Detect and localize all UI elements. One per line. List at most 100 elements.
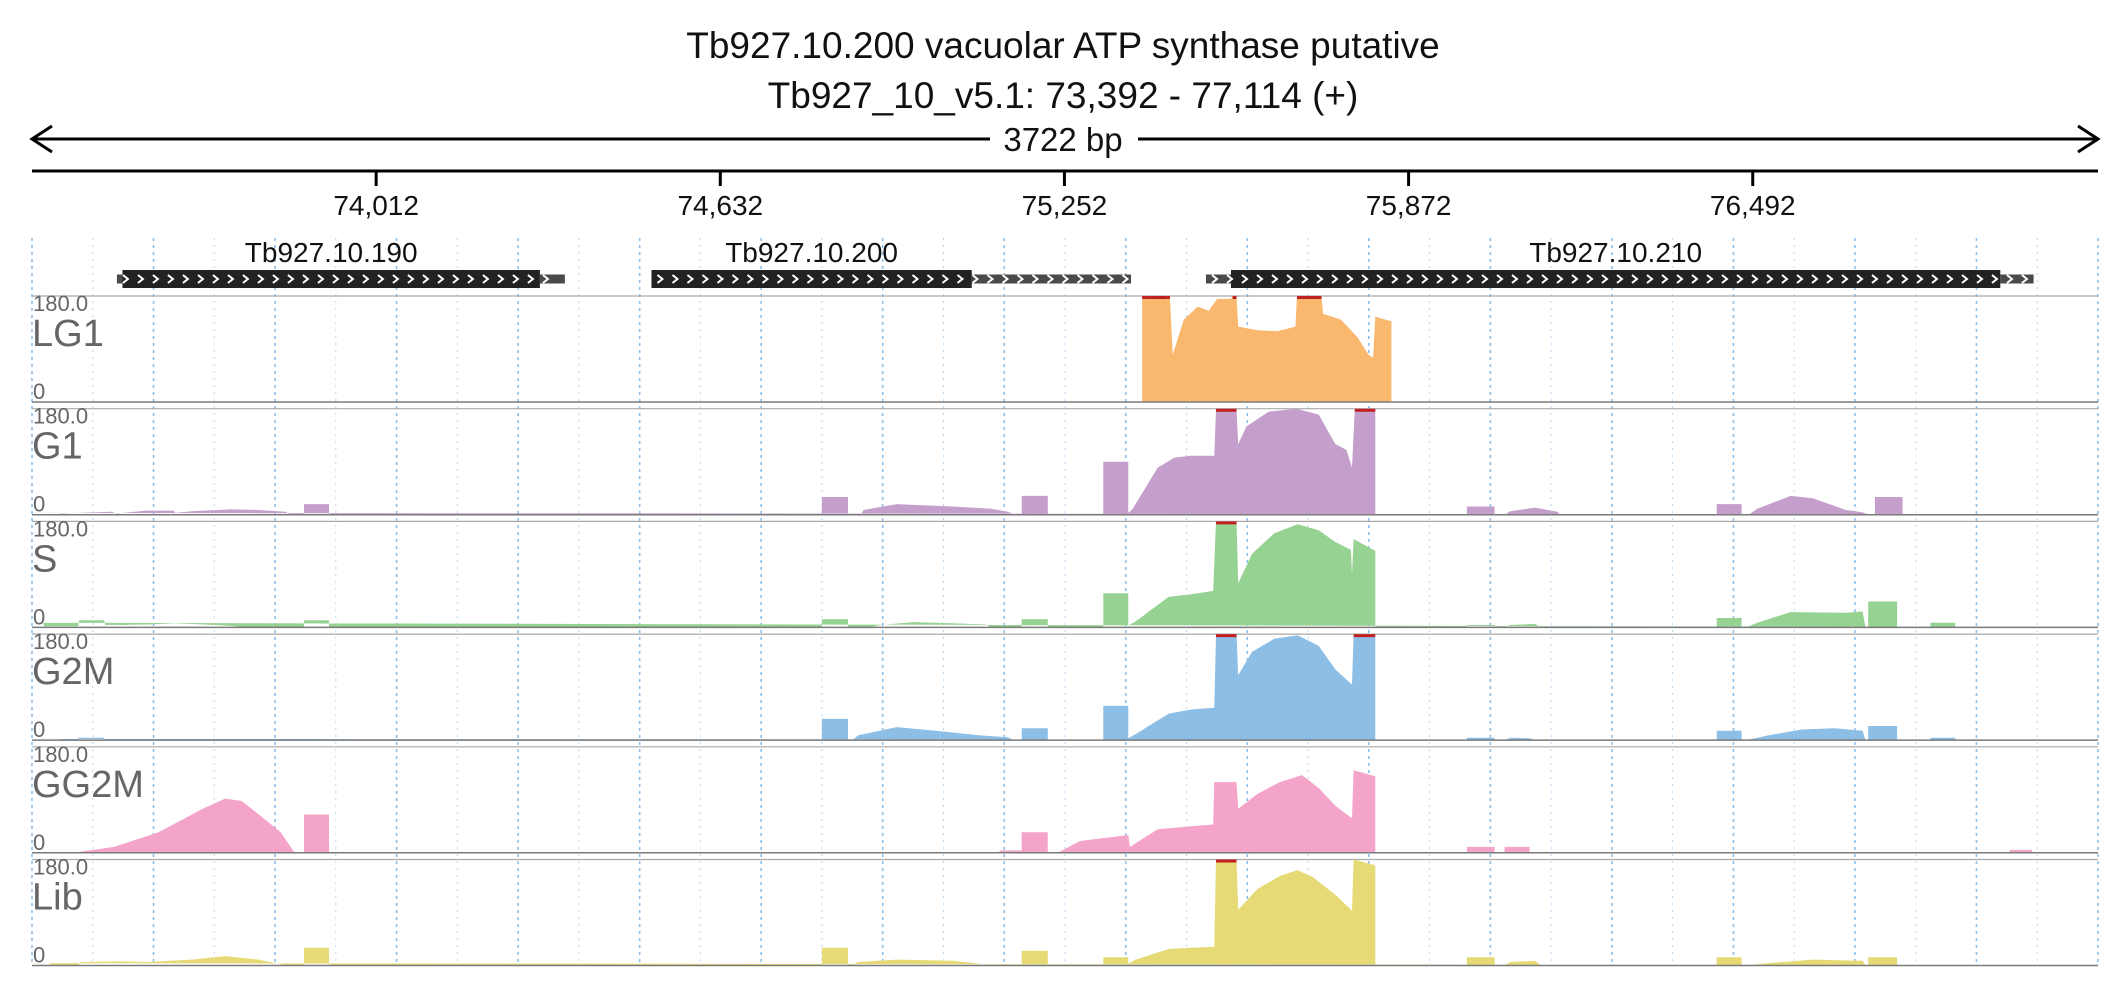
strand-arrow xyxy=(1226,274,1234,284)
strand-arrow xyxy=(497,274,505,284)
strand-arrow xyxy=(467,274,475,284)
strand-arrow xyxy=(1631,274,1639,284)
strand-arrow xyxy=(527,274,535,284)
strand-arrow xyxy=(1916,274,1924,284)
strand-arrow xyxy=(671,274,680,284)
strand-arrow xyxy=(1841,274,1849,284)
strand-arrow xyxy=(302,274,310,284)
strand-arrow xyxy=(1481,274,1489,284)
strand-arrow xyxy=(1466,274,1474,284)
strand-arrow xyxy=(1691,274,1699,284)
strand-arrow xyxy=(1016,274,1025,284)
strand-arrow xyxy=(1856,274,1864,284)
strand-arrow xyxy=(1451,274,1459,284)
span-arrow-right-head xyxy=(2077,124,2101,154)
strand-arrow xyxy=(956,274,965,284)
strand-arrow xyxy=(152,274,160,284)
strand-arrow xyxy=(1886,274,1894,284)
strand-arrow xyxy=(422,274,430,284)
span-arrow: 3722 bp xyxy=(29,121,2101,158)
strand-arrow xyxy=(482,274,490,284)
strand-arrow xyxy=(1961,274,1969,284)
coverage-area xyxy=(1142,296,1392,402)
strand-arrow xyxy=(1331,274,1339,284)
strand-arrow xyxy=(1601,274,1609,284)
strand-arrow xyxy=(1406,274,1414,284)
coverage-track: 180.0S 0 xyxy=(32,516,2098,629)
strand-arrow xyxy=(971,274,980,284)
track-min-label: 0 xyxy=(33,943,45,968)
gene-label: Tb927.10.190 xyxy=(245,237,418,268)
x-axis-ticks: 74,012 74,632 75,252 75,872 76,492 xyxy=(333,171,1796,221)
track-name: Lib xyxy=(32,877,83,919)
strand-arrow xyxy=(1211,274,1219,284)
strand-arrow xyxy=(896,274,905,284)
strand-arrow xyxy=(2006,274,2014,284)
coverage-area xyxy=(32,634,2098,741)
strand-arrow xyxy=(257,274,265,284)
strand-arrow xyxy=(287,274,295,284)
span-label: 3722 bp xyxy=(1003,121,1122,158)
strand-arrow xyxy=(392,274,400,284)
strand-arrow xyxy=(776,274,785,284)
track-name: GG2M xyxy=(32,764,144,806)
strand-arrow xyxy=(1976,274,1984,284)
chart-title: Tb927.10.200 vacuolar ATP synthase putat… xyxy=(686,25,1440,66)
strand-arrow xyxy=(452,274,460,284)
strand-arrow xyxy=(941,274,950,284)
strand-arrow xyxy=(512,274,520,284)
strand-arrow xyxy=(197,274,205,284)
strand-arrow xyxy=(1781,274,1789,284)
strand-arrow xyxy=(731,274,740,284)
strand-arrow xyxy=(1586,274,1594,284)
track-max-label: 180.0 xyxy=(33,516,88,541)
gene-label: Tb927.10.200 xyxy=(725,237,898,268)
span-arrow-left-head xyxy=(29,124,53,154)
strand-arrow xyxy=(1661,274,1669,284)
strand-arrow xyxy=(1706,274,1714,284)
coverage-area xyxy=(32,408,2098,515)
strand-arrow xyxy=(1931,274,1939,284)
strand-arrow xyxy=(2021,274,2029,284)
strand-arrow xyxy=(1736,274,1744,284)
strand-arrow xyxy=(182,274,190,284)
gene-label: Tb927.10.210 xyxy=(1529,237,1702,268)
strand-arrow xyxy=(1121,274,1130,284)
gene-models: Tb927.10.190 Tb927.10.200 Tb927.10.210 xyxy=(116,237,2034,288)
gene-cds xyxy=(1230,270,2001,288)
strand-arrow xyxy=(377,274,385,284)
strand-arrow xyxy=(1241,274,1249,284)
strand-arrow xyxy=(347,274,355,284)
strand-arrow xyxy=(1061,274,1070,284)
strand-arrow xyxy=(1541,274,1549,284)
strand-arrow xyxy=(1571,274,1579,284)
track-min-label: 0 xyxy=(33,604,45,629)
strand-arrow xyxy=(1616,274,1624,284)
strand-arrow xyxy=(1751,274,1759,284)
strand-arrow xyxy=(986,274,995,284)
strand-arrow xyxy=(686,274,695,284)
strand-arrow xyxy=(1301,274,1309,284)
track-max-label: 180.0 xyxy=(33,855,88,880)
strand-arrow xyxy=(542,274,550,284)
coverage-tracks: 180.0LG10180.0G10180.0S0180.0G2M0180.0GG… xyxy=(32,291,2098,968)
strand-arrow xyxy=(1556,274,1564,284)
track-min-label: 0 xyxy=(33,492,45,517)
strand-arrow xyxy=(1001,274,1010,284)
strand-arrow xyxy=(317,274,325,284)
coverage-track: 180.0G1 0 xyxy=(32,404,2098,517)
strand-arrow xyxy=(332,274,340,284)
x-tick-label: 74,012 xyxy=(333,190,419,221)
strand-arrow xyxy=(1796,274,1804,284)
track-min-label: 0 xyxy=(33,830,45,855)
strand-arrow xyxy=(806,274,815,284)
strand-arrow xyxy=(1421,274,1429,284)
strand-arrow xyxy=(212,274,220,284)
strand-arrow xyxy=(1256,274,1264,284)
strand-arrow xyxy=(1526,274,1534,284)
track-max-label: 180.0 xyxy=(33,629,88,654)
strand-arrow xyxy=(1496,274,1504,284)
